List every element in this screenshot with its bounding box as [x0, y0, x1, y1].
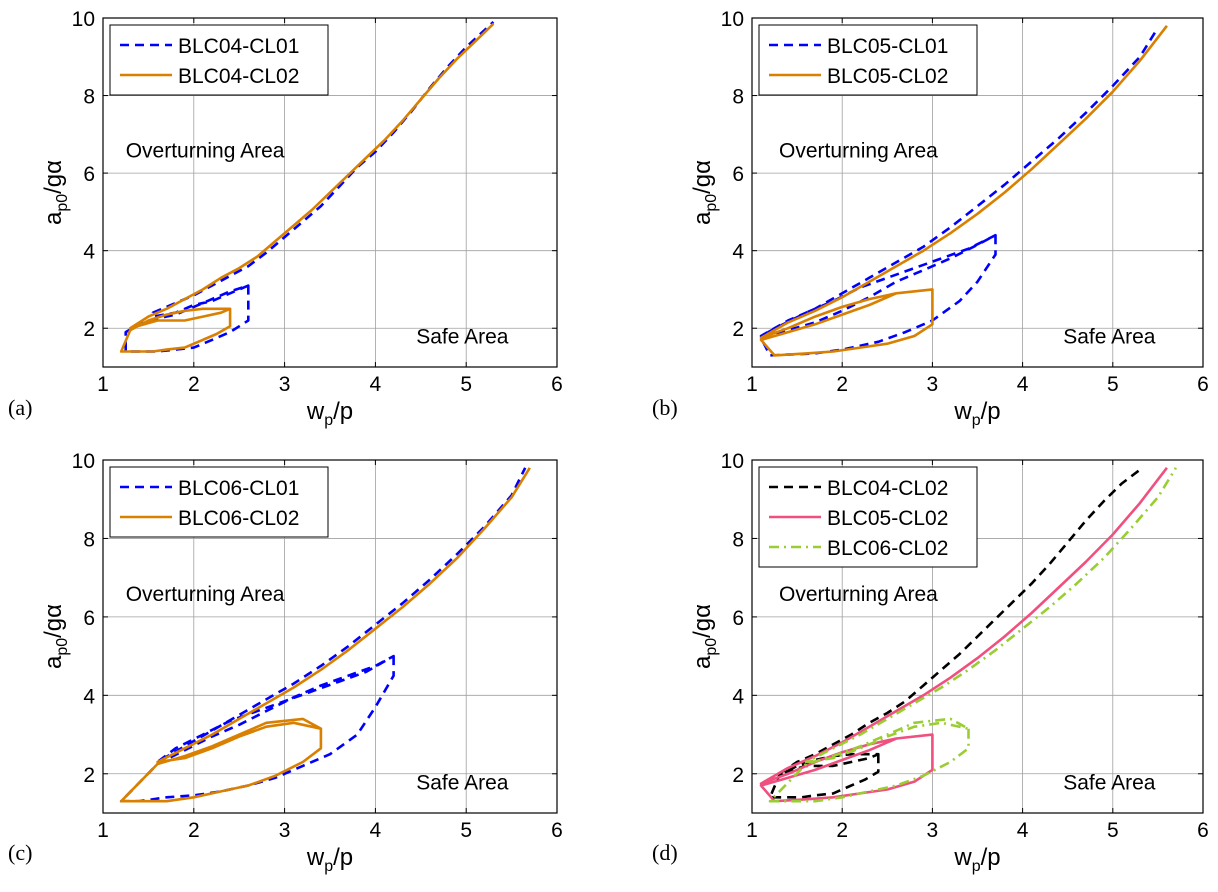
x-tick-label: 1: [746, 373, 758, 396]
y-tick-label: 2: [732, 318, 744, 341]
series-line-blc06-cl02: [768, 467, 1178, 803]
x-tick-label: 6: [551, 819, 563, 842]
x-axis-label: wp/p: [306, 844, 353, 875]
annotation-overturning-area: Overturning Area: [126, 583, 285, 606]
series-line-blc06-cl01: [119, 467, 527, 803]
legend-box: [109, 24, 329, 96]
panel-d: 1 2 3 4 5 6 2 4 6 8 10 wp/p ap0/gα Overturning Area Sa…: [652, 450, 1209, 875]
y-tick-label: 10: [721, 450, 744, 473]
panel-b: 1 2 3 4 5 6 2 4 6 8 10 wp/p ap0/gα Overturning Area Sa…: [652, 8, 1209, 429]
legend-label: BLC04-CL01: [178, 35, 299, 58]
y-tick-label: 10: [72, 450, 95, 473]
panel-c: 1 2 3 4 5 6 2 4 6 8 10 wp/p ap0/gα Overturning Area Sa…: [8, 450, 563, 875]
y-tick-label: 4: [83, 685, 95, 708]
y-tick-label: 8: [83, 528, 95, 551]
legend: BLC06-CL01 BLC06-CL02: [109, 466, 329, 538]
legend-label: BLC06-CL02: [178, 507, 299, 530]
x-tick-label: 6: [1197, 819, 1209, 842]
annotation-overturning-area: Overturning Area: [779, 583, 938, 606]
y-axis-label: ap0/gα: [689, 160, 720, 225]
axes-frame: [102, 459, 558, 814]
y-tick-label: 4: [732, 685, 744, 708]
legend-label: BLC05-CL02: [827, 507, 948, 530]
y-tick-label: 10: [721, 8, 744, 31]
x-tick-label: 4: [1017, 373, 1029, 396]
x-tick-label: 5: [460, 819, 472, 842]
x-tick-label: 2: [188, 819, 200, 842]
x-tick-label: 6: [551, 373, 563, 396]
y-tick-label: 8: [732, 86, 744, 109]
y-axis-label: ap0/gα: [689, 604, 720, 669]
panel-a: 1 2 3 4 5 6 2 4 6 8 10 wp/p ap0/gα Overturning Area Sa…: [8, 8, 563, 429]
series-line-blc04-cl02: [768, 468, 1141, 799]
y-tick-label: 10: [72, 8, 95, 31]
y-tick-label: 6: [732, 607, 744, 630]
x-tick-label: 5: [460, 373, 472, 396]
x-tick-label: 2: [836, 819, 848, 842]
legend-label: BLC05-CL02: [827, 65, 948, 88]
legend-label: BLC04-CL02: [178, 65, 299, 88]
series-line-blc06-cl02: [119, 467, 531, 803]
x-tick-label: 3: [927, 373, 939, 396]
legend: BLC04-CL01 BLC04-CL02: [109, 24, 329, 96]
y-tick-label: 2: [83, 318, 95, 341]
series-line-blc05-cl02: [759, 467, 1168, 803]
x-axis-label: wp/p: [953, 398, 1000, 429]
x-tick-label: 1: [97, 373, 109, 396]
legend: BLC05-CL01 BLC05-CL02: [758, 24, 978, 96]
annotation-safe-area: Safe Area: [416, 771, 509, 794]
x-tick-label: 1: [97, 819, 109, 842]
x-tick-label: 4: [1017, 819, 1029, 842]
x-tick-label: 1: [746, 819, 758, 842]
x-tick-label: 4: [370, 373, 382, 396]
axes-frame: [102, 17, 558, 368]
y-axis-label: ap0/gα: [40, 160, 71, 225]
y-tick-label: 6: [732, 163, 744, 186]
series-line-blc05-cl02: [759, 25, 1168, 357]
x-tick-label: 2: [188, 373, 200, 396]
y-tick-label: 8: [732, 528, 744, 551]
annotation-safe-area: Safe Area: [416, 326, 509, 349]
series-line-blc04-cl02: [119, 22, 495, 353]
y-tick-label: 6: [83, 163, 95, 186]
panel-tag: (c): [8, 840, 32, 865]
panel-tag: (b): [652, 395, 678, 420]
x-tick-label: 3: [279, 819, 291, 842]
y-axis-label: ap0/gα: [40, 604, 71, 669]
legend-label: BLC06-CL02: [827, 537, 948, 560]
x-tick-label: 6: [1197, 373, 1209, 396]
x-axis-label: wp/p: [953, 844, 1000, 875]
x-tick-label: 2: [836, 373, 848, 396]
y-tick-label: 4: [83, 241, 95, 264]
axes-frame: [751, 459, 1204, 814]
x-tick-label: 3: [927, 819, 939, 842]
y-tick-label: 2: [732, 764, 744, 787]
y-tick-label: 4: [732, 241, 744, 264]
panel-tag: (a): [8, 395, 32, 420]
annotation-safe-area: Safe Area: [1063, 326, 1156, 349]
annotation-overturning-area: Overturning Area: [126, 140, 285, 163]
legend-box: [109, 466, 329, 538]
x-tick-label: 5: [1107, 373, 1119, 396]
x-axis-label: wp/p: [306, 398, 353, 429]
legend-label: BLC05-CL01: [827, 35, 948, 58]
y-tick-label: 2: [83, 764, 95, 787]
x-tick-label: 4: [370, 819, 382, 842]
y-tick-label: 6: [83, 607, 95, 630]
legend-box: [758, 24, 978, 96]
legend: BLC04-CL02 BLC05-CL02 BLC06-CL02: [758, 466, 978, 568]
panel-tag: (d): [652, 840, 678, 865]
annotation-safe-area: Safe Area: [1063, 771, 1156, 794]
annotation-overturning-area: Overturning Area: [779, 140, 938, 163]
legend-label: BLC06-CL01: [178, 477, 299, 500]
axes-frame: [751, 17, 1204, 368]
x-tick-label: 5: [1107, 819, 1119, 842]
legend-label: BLC04-CL02: [827, 477, 948, 500]
x-tick-label: 3: [279, 373, 291, 396]
y-tick-label: 8: [83, 86, 95, 109]
